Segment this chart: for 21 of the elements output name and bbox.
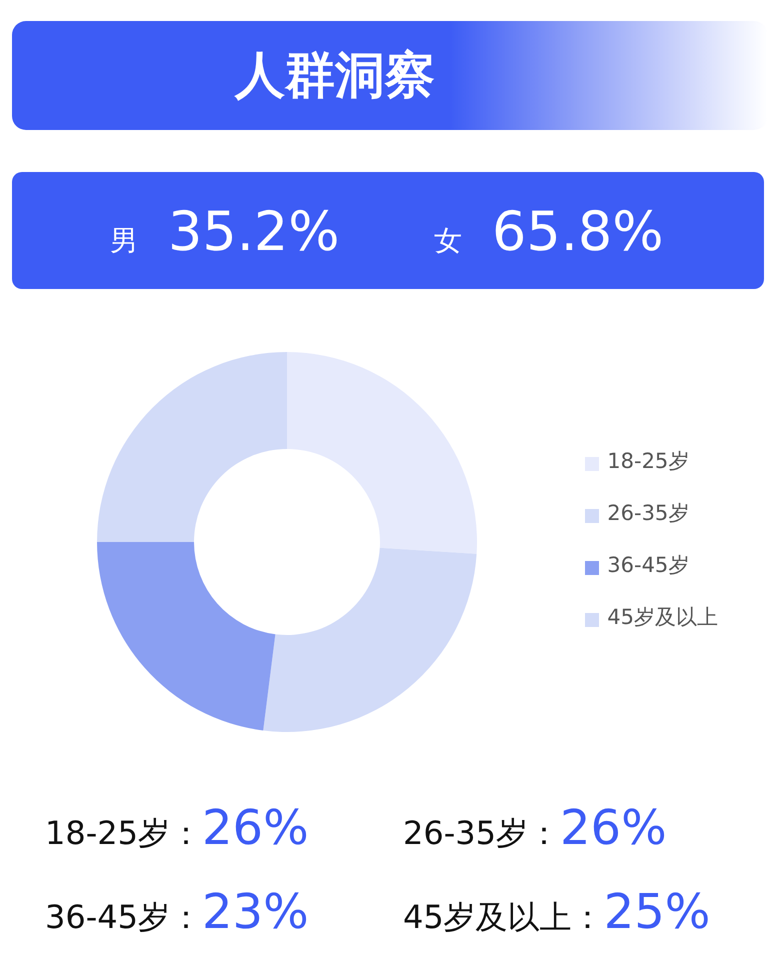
text: 23% — [202, 884, 309, 940]
legend-label: 18-25岁 — [607, 449, 690, 473]
legend-label: 36-45岁 — [607, 553, 690, 577]
text: 36-45岁： — [45, 897, 202, 938]
text: 26% — [202, 800, 309, 856]
text: 18-25岁： — [45, 813, 202, 854]
donut-slice — [97, 352, 287, 542]
text: 26% — [560, 800, 667, 856]
text: 男 — [110, 223, 138, 259]
chart-title: 人群洞察 — [235, 45, 435, 106]
text: 65.8% — [492, 200, 664, 263]
donut-slice — [287, 352, 477, 554]
text: 45岁及以上： — [403, 897, 604, 938]
text: 女 — [434, 223, 462, 259]
donut-slice — [97, 542, 276, 730]
text: 26-35岁： — [403, 813, 560, 854]
donut-slice — [263, 548, 477, 732]
legend-label: 45岁及以上 — [607, 605, 718, 629]
legend-label: 26-35岁 — [607, 501, 690, 525]
text: 35.2% — [168, 200, 340, 263]
text: 25% — [604, 884, 710, 940]
